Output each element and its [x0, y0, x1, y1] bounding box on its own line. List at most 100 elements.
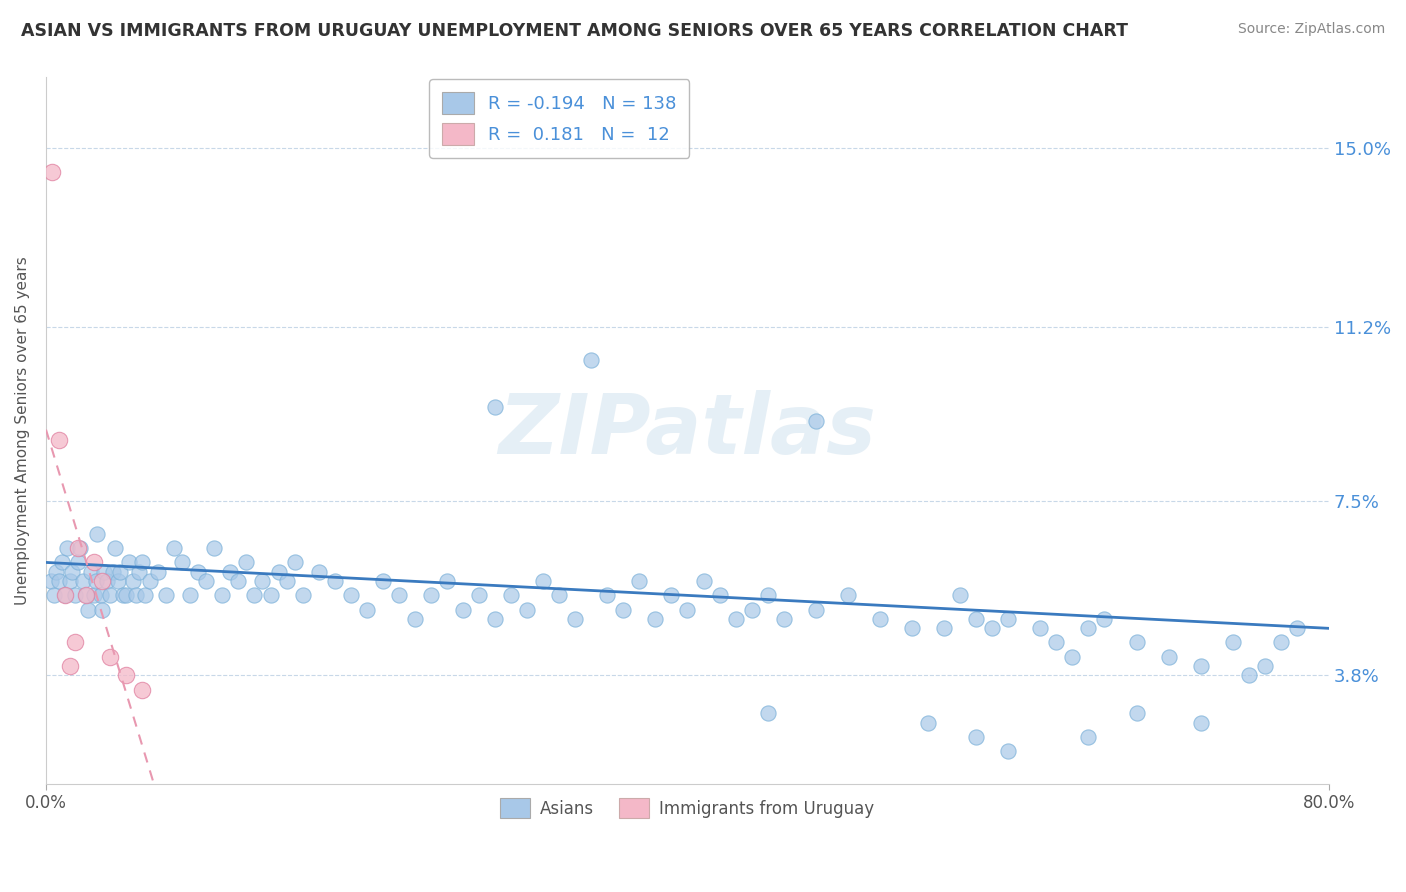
Point [901, 621, 924, 635]
Point [1189, 659, 1212, 673]
Point [67, 556, 90, 570]
Point [104, 541, 127, 556]
Point [1237, 668, 1260, 682]
Point [772, 612, 794, 626]
Point [98, 649, 121, 664]
Point [75, 588, 97, 602]
Point [1094, 612, 1116, 626]
Text: Source: ZipAtlas.com: Source: ZipAtlas.com [1237, 22, 1385, 37]
Point [932, 621, 955, 635]
Point [531, 574, 554, 589]
Point [103, 565, 125, 579]
Point [83, 556, 105, 570]
Point [339, 588, 361, 602]
Point [115, 668, 138, 682]
Point [308, 565, 330, 579]
Point [91, 602, 114, 616]
Point [661, 588, 683, 602]
Point [1189, 715, 1212, 730]
Y-axis label: Unemployment Among Seniors over 65 years: Unemployment Among Seniors over 65 years [15, 256, 30, 605]
Point [228, 574, 250, 589]
Point [51, 556, 73, 570]
Point [1254, 659, 1277, 673]
Point [128, 565, 150, 579]
Point [981, 621, 1004, 635]
Point [1125, 635, 1147, 649]
Point [564, 612, 586, 626]
Point [709, 588, 731, 602]
Point [91, 574, 114, 589]
Point [869, 612, 891, 626]
Point [724, 612, 747, 626]
Point [108, 565, 131, 579]
Point [84, 574, 107, 589]
Point [131, 682, 153, 697]
Point [644, 612, 666, 626]
Point [219, 565, 242, 579]
Point [134, 588, 156, 602]
Point [1029, 621, 1052, 635]
Point [75, 588, 97, 602]
Point [468, 588, 491, 602]
Point [163, 541, 186, 556]
Point [89, 588, 111, 602]
Point [115, 588, 138, 602]
Point [436, 574, 458, 589]
Point [276, 574, 298, 589]
Point [997, 744, 1019, 758]
Point [259, 588, 281, 602]
Point [96, 574, 118, 589]
Point [516, 602, 538, 616]
Point [53, 588, 76, 602]
Point [125, 588, 148, 602]
Point [1077, 621, 1099, 635]
Point [86, 527, 108, 541]
Point [451, 602, 474, 616]
Point [111, 588, 134, 602]
Point [1270, 635, 1292, 649]
Point [41, 164, 63, 178]
Point [93, 565, 115, 579]
Point [371, 574, 394, 589]
Point [42, 588, 65, 602]
Point [804, 414, 827, 428]
Point [548, 588, 571, 602]
Point [596, 588, 619, 602]
Point [388, 588, 411, 602]
Point [118, 556, 141, 570]
Point [172, 556, 194, 570]
Point [741, 602, 763, 616]
Point [60, 565, 83, 579]
Point [1125, 706, 1147, 720]
Point [63, 635, 86, 649]
Point [581, 353, 603, 368]
Point [404, 612, 426, 626]
Point [63, 588, 86, 602]
Point [676, 602, 699, 616]
Point [965, 730, 987, 744]
Point [195, 574, 218, 589]
Text: ASIAN VS IMMIGRANTS FROM URUGUAY UNEMPLOYMENT AMONG SENIORS OVER 65 YEARS CORREL: ASIAN VS IMMIGRANTS FROM URUGUAY UNEMPLO… [21, 22, 1128, 40]
Point [1062, 649, 1084, 664]
Point [155, 588, 177, 602]
Legend: Asians, Immigrants from Uruguay: Asians, Immigrants from Uruguay [494, 791, 882, 825]
Point [1222, 635, 1244, 649]
Point [356, 602, 378, 616]
Point [1045, 635, 1067, 649]
Point [76, 602, 98, 616]
Point [243, 588, 266, 602]
Point [252, 574, 274, 589]
Point [419, 588, 441, 602]
Point [965, 612, 987, 626]
Point [949, 588, 972, 602]
Point [72, 574, 94, 589]
Point [107, 574, 129, 589]
Point [139, 574, 162, 589]
Point [692, 574, 714, 589]
Point [917, 715, 939, 730]
Point [1077, 730, 1099, 744]
Point [211, 588, 233, 602]
Point [756, 588, 779, 602]
Point [484, 612, 506, 626]
Point [323, 574, 346, 589]
